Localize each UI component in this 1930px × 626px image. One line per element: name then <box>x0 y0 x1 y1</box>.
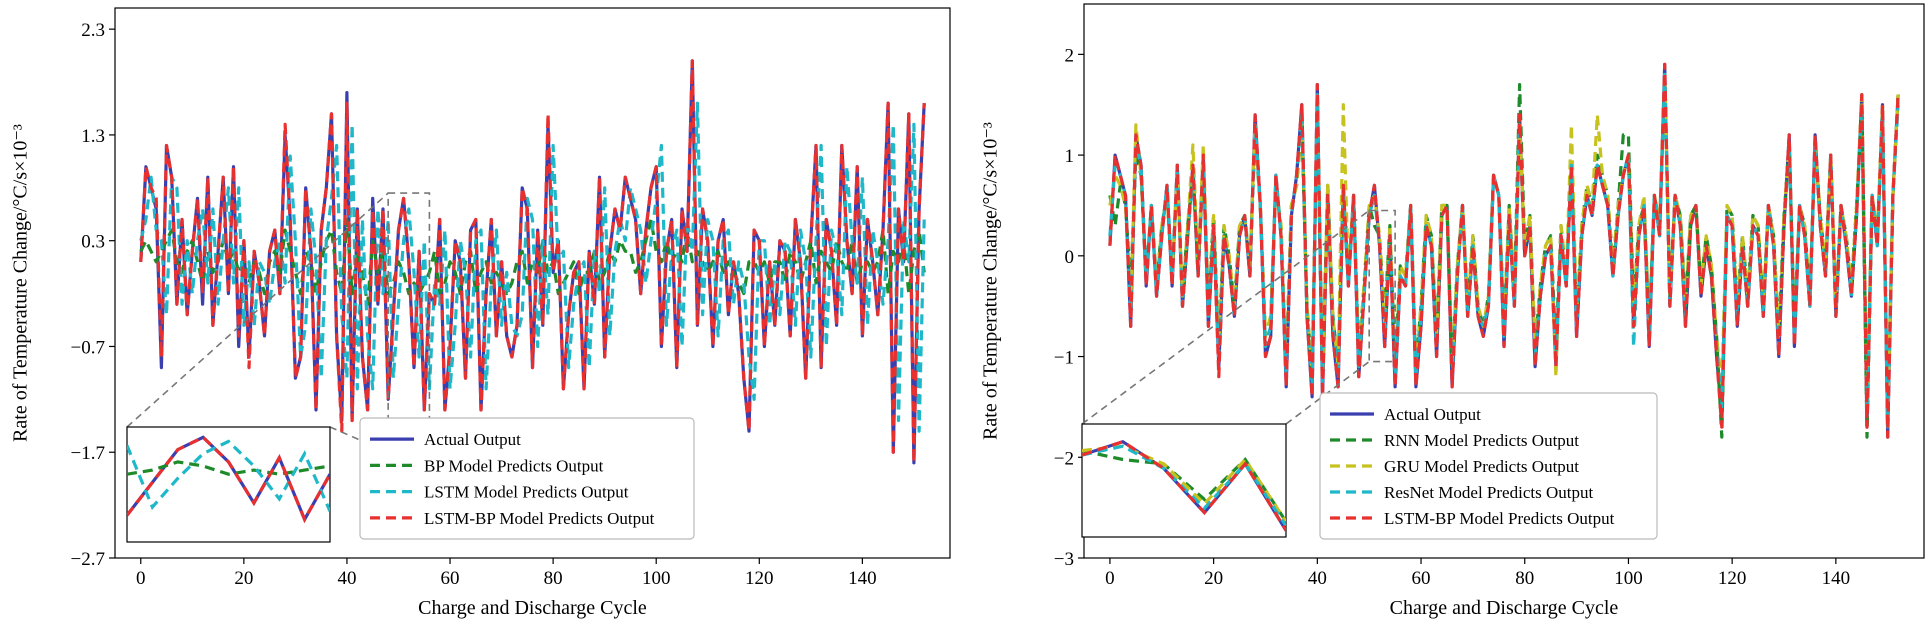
zoom-connector <box>126 192 389 428</box>
axes-frame <box>114 7 951 559</box>
series-line-lstm-bp-model-predicts-output <box>139 59 926 465</box>
x-tick-label: 60 <box>1412 568 1431 589</box>
legend-label: ResNet Model Predicts Output <box>1384 483 1593 502</box>
inset-series-line <box>1082 439 1286 532</box>
zoom-inset <box>126 426 331 543</box>
y-tick-label: 1.3 <box>81 126 105 147</box>
legend-label: GRU Model Predicts Output <box>1384 457 1579 476</box>
legend-label: RNN Model Predicts Output <box>1384 431 1579 450</box>
zoom-inset <box>1081 423 1287 538</box>
y-tick-label: −2 <box>1054 448 1074 469</box>
x-tick-label: 140 <box>1822 568 1851 589</box>
x-axis-label: Charge and Discharge Cycle <box>418 597 647 619</box>
y-tick-label: 2 <box>1065 45 1075 66</box>
inset-series-line <box>127 439 330 512</box>
x-tick-label: 80 <box>544 568 563 589</box>
legend-label: LSTM-BP Model Predicts Output <box>424 509 655 528</box>
x-axis-label: Charge and Discharge Cycle <box>1390 597 1619 619</box>
series-line-lstm-model-predicts-output <box>139 101 926 433</box>
x-tick-label: 100 <box>1614 568 1643 589</box>
x-tick-label: 40 <box>1308 568 1327 589</box>
x-tick-label: 60 <box>441 568 460 589</box>
inset-series-line <box>127 460 330 476</box>
y-axis-label: Rate of Temperature Change/°C/s×10⁻³ <box>980 122 1002 440</box>
zoom-window <box>387 192 431 454</box>
y-tick-label: −1 <box>1054 348 1074 369</box>
y-axis-label: Rate of Temperature Change/°C/s×10⁻³ <box>10 124 32 442</box>
y-tick-label: 1 <box>1065 146 1075 167</box>
inset-series-line <box>1082 449 1286 523</box>
y-tick-label: 0.3 <box>81 232 105 253</box>
axes-frame <box>1083 3 1925 559</box>
legend: Actual Output RNN Model Predicts Output GR… <box>1319 392 1658 540</box>
x-tick-label: 100 <box>642 568 671 589</box>
inset-series-line <box>127 435 330 524</box>
x-tick-label: 80 <box>1515 568 1534 589</box>
x-tick-label: 20 <box>234 568 253 589</box>
chart-panel-2: 0 20 40 60 80 100 120 140 −3 −2 −1 0 1 2 Charge and Di… <box>980 3 1925 619</box>
x-tick-label: 120 <box>745 568 774 589</box>
y-tick-label: 0 <box>1065 247 1075 268</box>
x-tick-label: 0 <box>136 568 146 589</box>
series-group <box>1108 62 1900 439</box>
y-tick-label: −1.7 <box>71 443 105 464</box>
x-tick-label: 120 <box>1718 568 1747 589</box>
zoom-window <box>1368 209 1396 363</box>
chart-panel-1: 0 20 40 60 80 100 120 140 −2.7 −1.7 −0.7 0.3 1.3 2.3 C… <box>10 7 951 619</box>
x-tick-label: 20 <box>1204 568 1223 589</box>
series-line-lstm-bp-model-predicts-output <box>1108 62 1900 439</box>
legend-label: BP Model Predicts Output <box>424 456 604 475</box>
legend-label: Actual Output <box>424 430 521 449</box>
y-tick-label: −3 <box>1054 549 1074 570</box>
legend-label: LSTM Model Predicts Output <box>424 483 629 502</box>
series-group <box>139 59 926 465</box>
x-tick-label: 40 <box>337 568 356 589</box>
legend-label: LSTM-BP Model Predicts Output <box>1384 509 1615 528</box>
legend: Actual Output BP Model Predicts Output LST… <box>359 417 695 540</box>
x-tick-label: 0 <box>1105 568 1115 589</box>
x-tick-label: 140 <box>848 568 877 589</box>
y-tick-label: −2.7 <box>71 549 105 570</box>
legend-label: Actual Output <box>1384 405 1481 424</box>
y-tick-label: −0.7 <box>71 337 105 358</box>
y-tick-label: 2.3 <box>81 20 105 41</box>
